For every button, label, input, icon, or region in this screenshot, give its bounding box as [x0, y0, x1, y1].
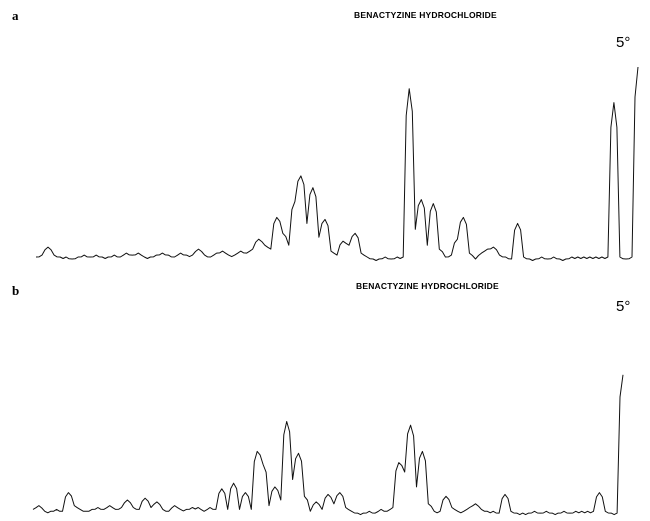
panel-a-trace-plot — [35, 66, 639, 261]
panel-b-letter: b — [12, 283, 20, 298]
panel-b-angle-label: 5° — [616, 298, 631, 315]
panel-b-title: BENACTYZINE HYDROCHLORIDE — [356, 281, 499, 291]
panel-a-letter: a — [12, 8, 19, 23]
panel-a-title: BENACTYZINE HYDROCHLORIDE — [354, 10, 497, 20]
panel-b-series-line — [32, 374, 624, 516]
panel-a-angle-label: 5° — [616, 34, 631, 51]
panel-a-series-line — [35, 66, 639, 261]
